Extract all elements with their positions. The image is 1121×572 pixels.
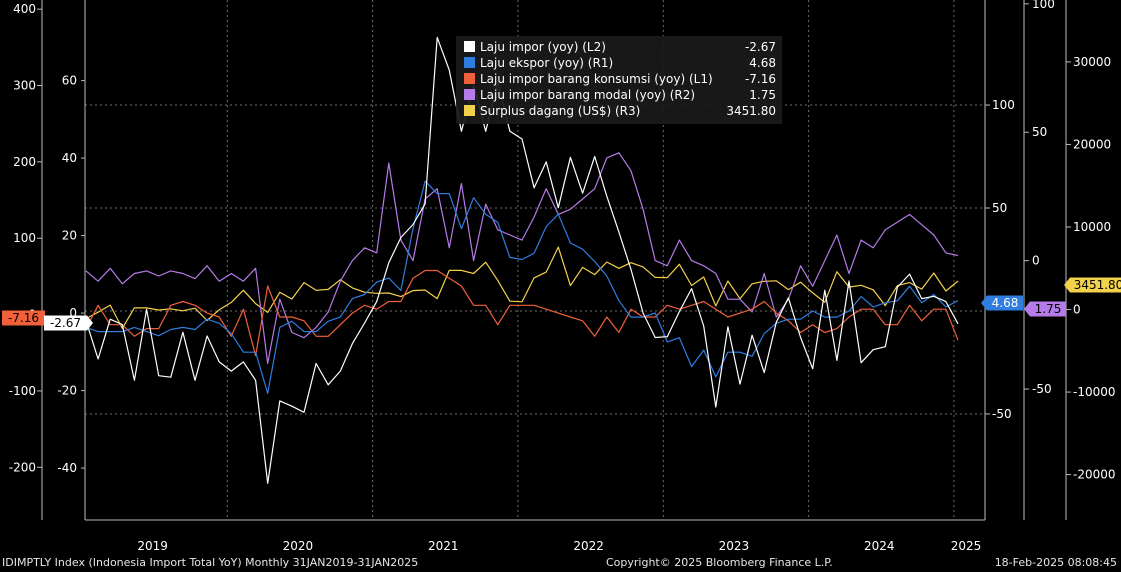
axis-r1-tick-label: 100 — [992, 98, 1015, 112]
axis-l2-tick-label: 200 — [13, 155, 36, 169]
axis-l1-tick-label: 20 — [62, 229, 77, 243]
axis-l2-tick-label: -100 — [9, 384, 36, 398]
legend-value: -2.67 — [745, 40, 776, 54]
series-line — [85, 180, 959, 394]
axis-r3-tick-label: 10000 — [1073, 220, 1111, 234]
axis-r3-tick-label: 30000 — [1073, 55, 1111, 69]
legend-swatch — [464, 73, 475, 84]
x-tick-label: 2021 — [428, 539, 459, 553]
badge-ekspor-text: 4.68 — [992, 296, 1019, 310]
badge-ekspor-pointer — [981, 295, 987, 311]
legend: Laju impor (yoy) (L2) -2.67 Laju ekspor (y… — [456, 36, 782, 124]
badge-impor-text: -2.67 — [50, 316, 81, 330]
badge-modal-bg — [1030, 301, 1066, 317]
axis-l1-tick-label: -20 — [57, 384, 77, 398]
axis-r2-tick-label: 100 — [1032, 0, 1055, 11]
badge-surplus-bg — [1070, 277, 1121, 293]
legend-box — [456, 36, 782, 124]
footer-copyright: Copyright© 2025 Bloomberg Finance L.P. — [606, 556, 833, 569]
series-line — [85, 36, 959, 484]
legend-label: Laju impor barang konsumsi (yoy) (L1) — [480, 72, 713, 86]
legend-value: 1.75 — [749, 88, 776, 102]
badge-impor-bg — [44, 315, 87, 331]
legend-label: Laju ekspor (yoy) (R1) — [480, 56, 613, 70]
x-tick-label: 2019 — [137, 539, 168, 553]
legend-value: -7.16 — [745, 72, 776, 86]
last-value-badges: -7.16 -2.67 4.68 1.75 3451.80 — [2, 277, 1121, 331]
axis-l2-tick-label: 300 — [13, 79, 36, 93]
badge-modal-text: 1.75 — [1035, 302, 1062, 316]
axis-r3-tick-label: -20000 — [1073, 468, 1116, 482]
legend-swatch — [464, 89, 475, 100]
axis-r2-tick-label: -50 — [1032, 382, 1052, 396]
footer-timestamp: 18-Feb-2025 08:08:45 — [994, 556, 1117, 569]
legend-swatch — [464, 41, 475, 52]
series-line — [85, 269, 959, 357]
series-lines — [85, 36, 959, 484]
badge-surplus-text: 3451.80 — [1074, 278, 1121, 292]
axis-r3-tick-label: 20000 — [1073, 137, 1111, 151]
axis-l1-tick-label: -40 — [57, 461, 77, 475]
axis-l1-tick-label: 0 — [69, 306, 77, 320]
x-tick-label: 2022 — [573, 539, 604, 553]
axis-r1-tick-label: 50 — [992, 201, 1007, 215]
axis-r1-tick-label: -50 — [992, 407, 1012, 421]
series-line — [85, 246, 959, 329]
legend-label: Surplus dagang (US$) (R3) — [480, 104, 640, 118]
legend-value: 4.68 — [749, 56, 776, 70]
axis-r2-tick-label: 50 — [1032, 125, 1047, 139]
badge-impor-pointer — [87, 315, 93, 331]
axis-r2-tick-label: 0 — [1032, 254, 1040, 268]
legend-swatch — [464, 105, 475, 116]
axis-r3-tick-label: -10000 — [1073, 385, 1116, 399]
badge-modal-pointer — [1024, 301, 1030, 317]
x-tick-label: 2025 — [951, 539, 982, 553]
x-tick-label: 2020 — [283, 539, 314, 553]
x-tick-label: 2024 — [864, 539, 895, 553]
axis-l1-tick-label: 40 — [62, 151, 77, 165]
axis-l1-tick-label: 60 — [62, 74, 77, 88]
legend-label: Laju impor barang modal (yoy) (R2) — [480, 88, 695, 102]
series-line — [85, 152, 959, 364]
badge-ekspor-bg — [987, 295, 1023, 311]
badge-konsumsi-bg — [2, 310, 45, 326]
badge-surplus-pointer — [1064, 277, 1070, 293]
axis-r3-tick-label: 0 — [1073, 303, 1081, 317]
legend-value: 3451.80 — [726, 104, 776, 118]
badge-konsumsi-text: -7.16 — [8, 311, 39, 325]
legend-label: Laju impor (yoy) (L2) — [480, 40, 606, 54]
legend-swatch — [464, 57, 475, 68]
x-tick-label: 2023 — [719, 539, 750, 553]
axis-l2-tick-label: -200 — [9, 460, 36, 474]
axes: -200-1000100200300400-40-200204060-50501… — [9, 0, 1116, 553]
footer-index-description: IDIMPTLY Index (Indonesia Import Total Y… — [2, 556, 419, 569]
axis-l2-tick-label: 400 — [13, 2, 36, 16]
axis-l2-tick-label: 100 — [13, 231, 36, 245]
